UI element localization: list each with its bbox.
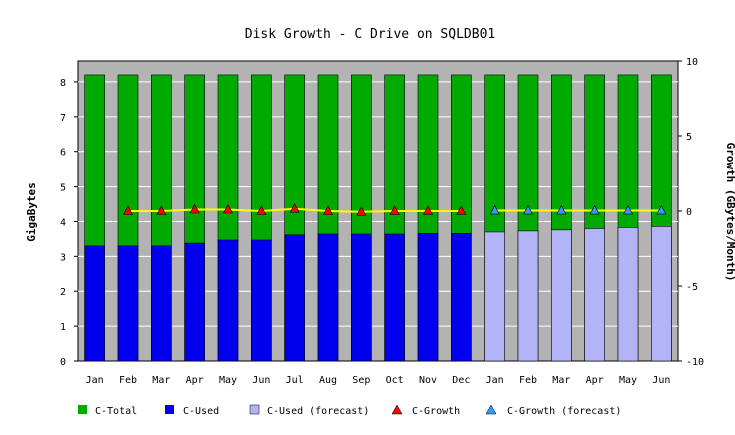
chart-title: Disk Growth - C Drive on SQLDB01 — [245, 27, 495, 42]
bar-used — [151, 245, 172, 362]
bar-used — [117, 245, 139, 362]
bar-used — [217, 239, 239, 362]
legend-label-used: C-Used — [183, 406, 219, 417]
bar-used-forecast — [617, 227, 639, 362]
x-tick-label: Jan — [486, 375, 504, 386]
legend-label-growth: C-Growth — [412, 406, 460, 417]
bar-used-forecast — [651, 226, 672, 362]
x-tick-label: Nov — [419, 375, 437, 386]
legend-swatch-used-forecast — [249, 404, 260, 415]
growth-marker — [389, 205, 400, 215]
y2-tick-label: 0 — [686, 207, 692, 218]
gridlines — [78, 81, 678, 327]
growth-marker — [156, 205, 167, 215]
legend: C-Total C-Used C-Used (forecast) C-Growt… — [78, 404, 621, 417]
x-tick-label: Sep — [352, 375, 370, 386]
y-tick-label: 2 — [60, 287, 66, 298]
x-tick-label: Mar — [152, 375, 170, 386]
growth-forecast-marker — [556, 204, 567, 215]
legend-swatch-total — [78, 405, 87, 414]
bar-used — [417, 233, 439, 362]
y-tick-label: 4 — [60, 217, 66, 228]
bars — [84, 74, 672, 362]
y-tick-label: 6 — [60, 148, 66, 159]
growth-forecast-marker — [489, 204, 500, 215]
y2-axis-label: Growth (GBytes/Month) — [724, 142, 735, 281]
x-tick-label: Jan — [86, 375, 104, 386]
x-tick-label: Dec — [452, 375, 470, 386]
x-tick-label: Feb — [119, 375, 137, 386]
bar-used-forecast — [517, 230, 539, 362]
growth-lines — [123, 203, 667, 216]
legend-swatch-used — [165, 405, 174, 414]
x-axis: Jan Feb Mar Apr May Jun Jul Aug Sep Oct Nov Dec Jan F… — [86, 375, 671, 386]
x-tick-label: Apr — [186, 375, 204, 386]
growth-marker — [423, 205, 433, 215]
growth-forecast-marker — [623, 204, 633, 215]
legend-marker-growth-forecast — [485, 404, 497, 415]
x-tick-label: Mar — [552, 375, 570, 386]
legend-marker-growth — [391, 404, 403, 415]
growth-marker — [123, 205, 133, 215]
y-tick-label: 8 — [60, 78, 66, 89]
legend-label-total: C-Total — [95, 406, 137, 417]
bar-used — [451, 233, 472, 362]
x-tick-label: Jun — [652, 375, 670, 386]
y-axis-label: GigaBytes — [25, 182, 38, 242]
y-tick-label: 3 — [60, 252, 66, 263]
y-axis-right: -10 -5 0 5 10 — [678, 57, 704, 368]
growth-marker — [456, 205, 467, 215]
bar-used — [284, 234, 305, 362]
y-tick-label: 0 — [60, 357, 66, 368]
x-tick-label: Aug — [319, 375, 337, 386]
growth-forecast-marker — [589, 204, 600, 215]
growth-forecast-marker — [523, 204, 533, 215]
x-tick-label: Jun — [252, 375, 270, 386]
growth-marker — [323, 205, 333, 215]
bar-used-forecast — [551, 229, 572, 362]
legend-label-used-forecast: C-Used (forecast) — [267, 406, 369, 417]
bar-used — [84, 245, 105, 362]
y-axis-left: 0 1 2 3 4 5 6 7 8 — [60, 78, 78, 368]
bar-used-forecast — [584, 228, 605, 362]
y-tick-label: 1 — [60, 322, 66, 333]
growth-marker — [189, 203, 200, 214]
growth-forecast-marker — [656, 204, 667, 215]
growth-marker — [256, 205, 267, 215]
growth-marker — [356, 206, 367, 216]
bar-used — [317, 233, 339, 362]
bar-used — [251, 239, 272, 362]
x-tick-label: May — [619, 375, 637, 386]
y-tick-label: 7 — [60, 113, 66, 124]
x-tick-label: Jul — [286, 375, 304, 386]
growth-marker — [223, 203, 233, 214]
y2-tick-label: 5 — [686, 132, 692, 143]
y2-tick-label: -10 — [686, 357, 704, 368]
growth-marker — [289, 203, 300, 213]
x-tick-label: Oct — [386, 375, 404, 386]
y2-tick-label: 10 — [686, 57, 698, 68]
x-tick-label: Apr — [586, 375, 604, 386]
bar-used-forecast — [484, 231, 505, 362]
legend-label-growth-forecast: C-Growth (forecast) — [507, 406, 621, 417]
y-tick-label: 5 — [60, 183, 66, 194]
x-tick-label: May — [219, 375, 237, 386]
bar-used — [351, 233, 372, 362]
y2-tick-label: -5 — [686, 282, 698, 293]
x-tick-label: Feb — [519, 375, 537, 386]
bar-used — [384, 233, 405, 362]
bar-used — [184, 242, 205, 362]
